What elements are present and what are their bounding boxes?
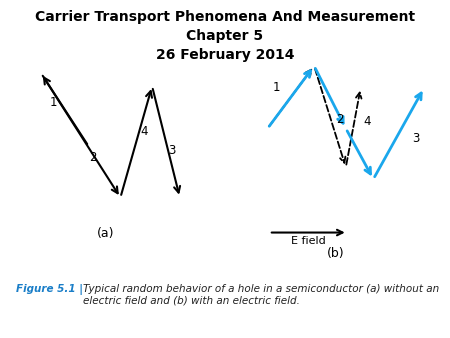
Text: Figure 5.1 |: Figure 5.1 | <box>16 284 83 295</box>
Text: 4: 4 <box>140 125 148 138</box>
Text: 3: 3 <box>412 132 419 145</box>
Text: 2: 2 <box>336 114 343 126</box>
Text: 1: 1 <box>50 96 57 109</box>
Text: (b): (b) <box>326 247 344 260</box>
Text: Carrier Transport Phenomena And Measurement
Chapter 5
26 February 2014: Carrier Transport Phenomena And Measurem… <box>35 10 415 62</box>
Text: (a): (a) <box>97 226 114 240</box>
Text: 3: 3 <box>168 144 176 156</box>
Text: E field: E field <box>291 236 326 245</box>
Text: 4: 4 <box>363 115 371 128</box>
Text: Typical random behavior of a hole in a semiconductor (a) without an
electric fie: Typical random behavior of a hole in a s… <box>83 284 440 306</box>
Text: 2: 2 <box>89 151 96 164</box>
Text: 1: 1 <box>272 81 280 94</box>
